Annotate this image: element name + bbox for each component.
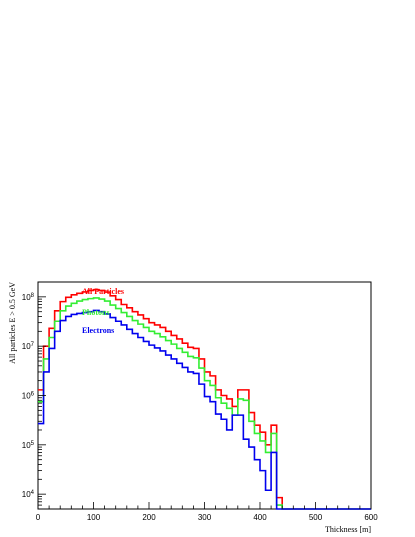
series-line-electrons (38, 309, 371, 510)
series-label-electrons: Electrons (82, 326, 114, 335)
x-tick-label: 0 (36, 513, 41, 522)
legend-layer: All Particles Photons Electrons (82, 287, 124, 335)
y-tick-label: 107 (22, 342, 35, 351)
x-tick-label: 500 (309, 513, 323, 522)
x-axis-title: Thickness [m] (325, 525, 371, 534)
y-tick-label: 108 (22, 293, 35, 302)
series-layer (38, 288, 371, 510)
y-tick-label: 106 (22, 392, 35, 401)
y-tick-label: 105 (22, 441, 35, 450)
y-tick-label: 104 (22, 490, 35, 499)
x-tick-label: 100 (87, 513, 101, 522)
series-line-photons (38, 297, 371, 510)
series-line-all-particles (38, 288, 371, 510)
x-tick-label: 200 (142, 513, 156, 522)
axes-layer: 0 100 200 300 400 500 600 104 105 106 107 108 (22, 281, 378, 522)
x-tick-label: 300 (198, 513, 212, 522)
x-tick-label: 400 (253, 513, 267, 522)
x-tick-label: 600 (364, 513, 378, 522)
y-axis-title: All particles E > 0.5 GeV (8, 282, 17, 364)
series-label-photons: Photons (82, 308, 110, 317)
series-label-all-particles: All Particles (82, 287, 124, 296)
